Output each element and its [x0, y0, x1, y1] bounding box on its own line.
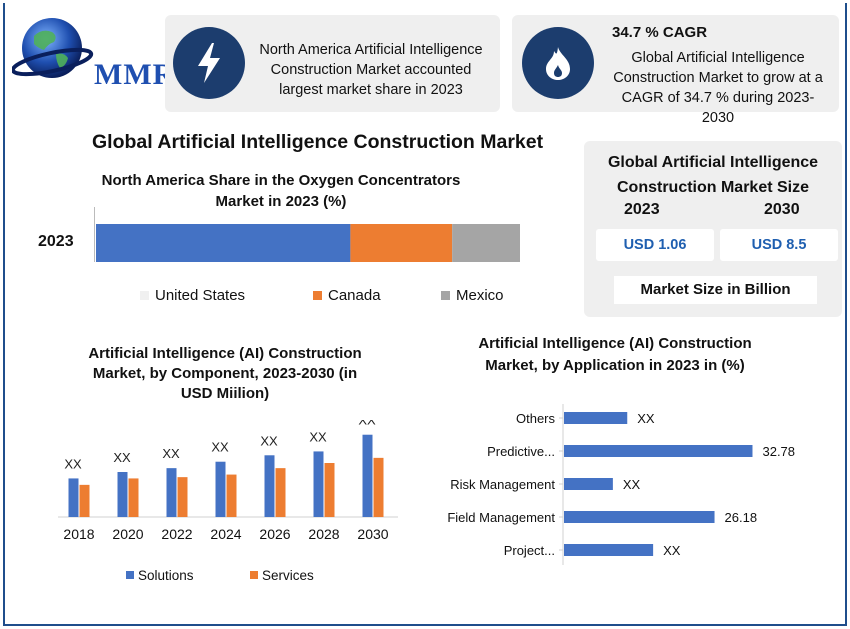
globe-icon [10, 18, 94, 78]
legend-label-solutions: Solutions [138, 568, 194, 583]
legend-label: Mexico [456, 287, 504, 304]
bar-solutions-2022 [166, 468, 177, 517]
data-label: XX [211, 440, 229, 455]
bar-project [564, 544, 654, 556]
data-label: 32.78 [762, 444, 795, 459]
regional-share-chart-title: North America Share in the Oxygen Concen… [101, 172, 461, 210]
highlight-card-regional: North America Artificial Intelligence Co… [165, 15, 500, 112]
stacked-segment-canada [350, 224, 453, 262]
legend-swatch [313, 291, 322, 300]
stacked-bar-chart [96, 224, 520, 262]
legend-item-united-states: United States [140, 287, 245, 304]
stacked-bar-axis [94, 207, 98, 262]
bar-services-2026 [275, 468, 286, 517]
bar-solutions-2028 [313, 451, 324, 517]
bar-risk-management [564, 478, 613, 490]
bar-services-2024 [226, 474, 237, 517]
bar-services-2022 [177, 477, 188, 517]
cagr-text: Global Artificial Intelligence Construct… [613, 50, 823, 126]
data-label: XX [309, 429, 327, 444]
category-label: Predictive... [487, 444, 555, 459]
data-label: XX [637, 411, 655, 426]
bar-predictive [564, 445, 753, 457]
mmr-logo: MMR [10, 10, 176, 91]
x-tick-label: 2028 [308, 526, 339, 542]
component-bar-chart: XX 2018 XX 2020 XX 2022 XX 2024 XX 2026 XX 2028 XX 20… [58, 420, 398, 583]
bar-solutions-2020 [117, 472, 128, 517]
legend-swatch-solutions [126, 571, 134, 579]
data-label: XX [663, 543, 681, 558]
market-size-year-end: 2030 [764, 201, 800, 218]
data-label: 26.18 [725, 510, 758, 525]
bar-services-2020 [128, 478, 139, 517]
market-size-value-start: USD 1.06 [596, 229, 714, 261]
cagr-title: 34.7 % CAGR [612, 24, 708, 41]
data-label: XX [623, 477, 641, 492]
market-size-panel: Global Artificial Intelligence Construct… [584, 141, 842, 317]
application-chart-title: Artificial Intelligence (AI) Constructio… [478, 335, 752, 374]
bar-field-management [564, 511, 715, 523]
market-size-value-end: USD 8.5 [720, 229, 838, 261]
bar-others [564, 412, 628, 424]
stacked-segment-united-states [96, 224, 351, 262]
bar-solutions-2018 [68, 478, 79, 517]
legend-swatch [441, 291, 450, 300]
flame-icon [522, 27, 594, 99]
infographic-frame [3, 3, 847, 626]
legend-swatch-services [250, 571, 258, 579]
category-label: Project... [504, 543, 555, 558]
component-chart-title: Artificial Intelligence (AI) Constructio… [88, 345, 362, 402]
legend-label: Canada [328, 287, 381, 304]
stacked-segment-mexico [452, 224, 520, 262]
category-label: Risk Management [450, 477, 555, 492]
regional-share-text: North America Artificial Intelligence Co… [259, 42, 483, 98]
legend-item-canada: Canada [313, 287, 381, 304]
x-tick-label: 2026 [259, 526, 290, 542]
lightning-icon [173, 27, 245, 99]
brand-name: MMR [94, 58, 176, 91]
x-tick-label: 2018 [63, 526, 94, 542]
x-tick-label: 2022 [161, 526, 192, 542]
bar-services-2030 [373, 457, 384, 517]
market-size-year-start: 2023 [624, 201, 660, 218]
legend-label-services: Services [262, 568, 314, 583]
data-label: XX [113, 450, 131, 465]
x-tick-label: 2030 [357, 526, 388, 542]
bar-services-2028 [324, 463, 335, 517]
category-label: Field Management [447, 510, 555, 525]
legend-swatch [140, 291, 149, 300]
legend-item-mexico: Mexico [441, 287, 504, 304]
application-bar-chart: Others XX Predictive... 32.78 Risk Managemen… [447, 404, 795, 565]
x-tick-label: 2024 [210, 526, 241, 542]
data-label: XX [358, 420, 376, 428]
category-label: Others [516, 411, 556, 426]
main-title: Global Artificial Intelligence Construct… [92, 131, 544, 153]
stacked-bar-category-label: 2023 [38, 233, 74, 250]
data-label: XX [64, 456, 82, 471]
highlight-card-cagr: 34.7 % CAGR Global Artificial Intelligen… [512, 15, 839, 126]
bar-services-2018 [79, 484, 90, 517]
bar-solutions-2024 [215, 461, 226, 517]
data-label: XX [260, 433, 278, 448]
market-size-title: Global Artificial Intelligence Construct… [607, 154, 819, 196]
bar-solutions-2026 [264, 455, 275, 517]
market-size-unit-note: Market Size in Billion [614, 276, 817, 304]
bar-solutions-2030 [362, 434, 373, 517]
legend-label: United States [155, 287, 246, 304]
x-tick-label: 2020 [112, 526, 143, 542]
data-label: XX [162, 446, 180, 461]
